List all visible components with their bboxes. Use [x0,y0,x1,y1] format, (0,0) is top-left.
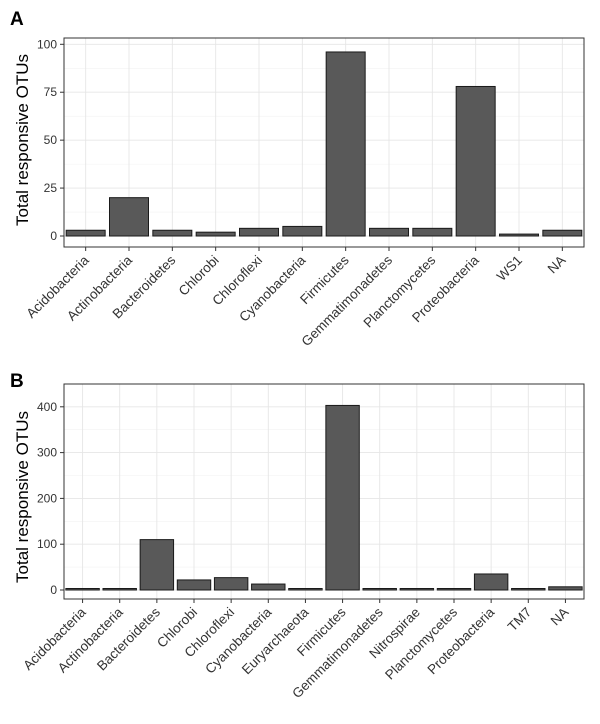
panel-a-label: A [10,9,24,30]
panel-a-bars [65,51,583,237]
panel-b-bar-nitrospirae [399,588,435,591]
panel-a-bar-bacteroidetes [152,229,193,237]
panel-b-bar-acidobacteria [65,588,100,591]
panel-a-x-tick-label-na: NA [545,253,569,277]
panel-a-bar-actinobacteria [109,197,149,237]
panel-b-bar-bacteroidetes [139,539,175,591]
panel-b-bar-tm7 [511,588,546,591]
panel-a: A Total responsive OTUs 0 25 50 75 100 Acido… [10,9,585,349]
panel-a-bar-ws1 [499,233,539,237]
panel-a-bar-gemmatimonadetes [369,227,409,237]
panel-b-y-tick-label: 100 [37,537,57,551]
panel-a-y-axis-title: Total responsive OTUs [13,54,32,226]
panel-b-y-tick-label: 400 [37,400,57,414]
panel-a-plot-frame [63,37,585,248]
panel-a-bar-chloroflexi [239,227,279,237]
panel-b-bar-chlorobi [176,579,212,591]
panel-b-plot-frame [63,383,585,600]
panel-a-gridlines [64,38,584,247]
panel-b-bar-euryarchaeota [288,588,323,591]
panel-a-bar-na [542,229,583,237]
panel-b-bar-actinobacteria [102,588,137,591]
panel-b-bar-firmicutes [325,404,360,591]
panel-a-bar-firmicutes [325,51,366,237]
panel-b-x-tick-label-tm7: TM7 [505,605,535,635]
panel-a-y-tick-label: 25 [44,181,58,195]
panel-b-label: B [10,371,24,392]
panel-b-bar-cyanobacteria [251,583,286,591]
panel-b-y-axis-ticks: 0 100 200 300 400 [37,400,64,597]
panel-b-bar-planctomycetes [436,588,472,591]
panel-a-bar-acidobacteria [65,229,106,237]
panel-b-x-tick-label-acidobacteria: Acidobacteria [20,604,89,673]
panel-b-bar-gemmatimonadetes [362,588,397,591]
panel-b-bar-proteobacteria [473,573,509,591]
panel-b-x-axis-ticks: AcidobacteriaActinobacteriaBacteroidetes… [20,599,572,701]
panel-b-y-axis-title: Total responsive OTUs [13,411,32,583]
panel-a-y-tick-label: 0 [50,229,57,243]
panel-b-bar-na [548,586,583,591]
panel-b-y-tick-label: 300 [37,446,57,460]
panel-b: B Total responsive OTUs 0 100 200 300 400 Ac… [10,371,585,701]
panel-a-bar-chlorobi [195,231,236,237]
panel-a-bar-proteobacteria [455,85,496,237]
panel-b-y-tick-label: 200 [37,491,57,505]
panel-a-bar-planctomycetes [412,227,453,237]
panel-a-y-tick-label: 50 [44,133,58,147]
panel-a-y-tick-label: 100 [37,37,57,51]
panel-a-y-axis-ticks: 0 25 50 75 100 [37,37,64,243]
panel-a-x-tick-label-ws1: WS1 [494,253,525,284]
panel-b-x-tick-label-actinobacteria: Actinobacteria [55,604,126,675]
panel-b-x-tick-label-proteobacteria: Proteobacteria [425,604,498,677]
panel-b-x-tick-label-na: NA [548,605,572,629]
panel-b-bars [65,404,583,591]
panel-b-bar-chloroflexi [213,577,249,591]
panel-a-x-axis-ticks: AcidobacteriaActinobacteriaBacteroidetes… [23,247,568,349]
panel-b-y-tick-label: 0 [50,583,57,597]
panel-a-y-tick-label: 75 [44,85,58,99]
panel-a-bar-cyanobacteria [282,225,323,237]
